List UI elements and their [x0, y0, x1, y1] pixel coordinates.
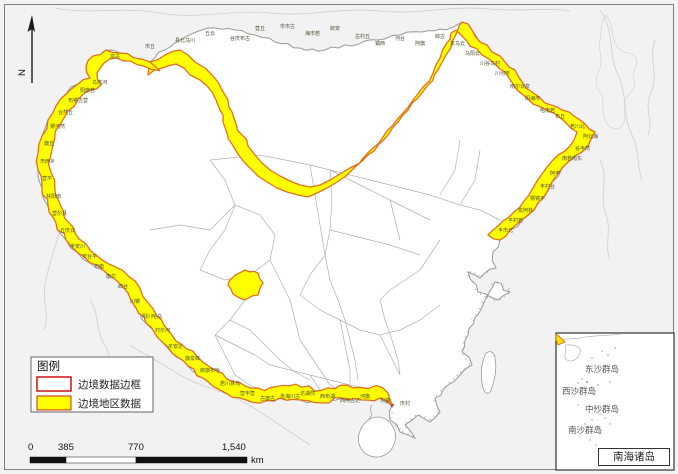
svg-text:南尔云泉: 南尔云泉 [510, 83, 530, 90]
svg-text:西沙群岛: 西沙群岛 [562, 386, 596, 396]
svg-text:丘云: 丘云 [205, 31, 215, 37]
svg-text:南若南东: 南若南东 [562, 155, 582, 162]
svg-text:东沙群岛: 东沙群岛 [585, 364, 619, 374]
svg-text:克海川古: 克海川古 [280, 393, 300, 400]
svg-text:川河市: 川河市 [495, 70, 510, 77]
svg-text:营平: 营平 [42, 175, 52, 182]
svg-text:阿丰: 阿丰 [550, 170, 560, 177]
svg-text:郎安: 郎安 [330, 25, 340, 32]
svg-text:市丘: 市丘 [145, 43, 155, 50]
svg-text:中沙群岛: 中沙群岛 [585, 404, 619, 414]
svg-text:营丰营: 营丰营 [240, 390, 255, 397]
svg-text:旗泉郎: 旗泉郎 [185, 355, 200, 362]
svg-text:阿旗: 阿旗 [415, 40, 425, 47]
svg-text:村尔河: 村尔河 [155, 327, 170, 334]
svg-text:谷丰然: 谷丰然 [575, 145, 590, 152]
svg-text:图例: 图例 [37, 359, 60, 373]
svg-text:阳海市: 阳海市 [525, 95, 540, 102]
svg-text:林阳南: 林阳南 [46, 193, 61, 200]
svg-text:河台: 河台 [395, 35, 405, 42]
svg-text:布丘: 布丘 [555, 113, 565, 120]
svg-text:安台平: 安台平 [82, 253, 97, 260]
svg-text:丘庆云: 丘庆云 [60, 227, 75, 234]
svg-text:市市古: 市市古 [280, 23, 295, 30]
svg-text:海市若: 海市若 [305, 30, 320, 37]
svg-text:哈南若: 哈南若 [540, 107, 555, 114]
svg-text:郎古: 郎古 [435, 33, 445, 40]
svg-text:达湖然: 达湖然 [300, 390, 315, 397]
svg-text:营尔县: 营尔县 [52, 210, 67, 217]
svg-text:0: 0 [28, 442, 33, 453]
svg-text:1,540: 1,540 [222, 442, 246, 453]
svg-text:旗尔: 旗尔 [106, 273, 116, 280]
svg-text:乌阳云: 乌阳云 [465, 50, 480, 57]
svg-text:南沙群岛: 南沙群岛 [568, 425, 602, 435]
svg-text:770: 770 [128, 442, 144, 453]
svg-text:丰村台: 丰村台 [540, 183, 555, 190]
svg-text:镖镖平: 镖镖平 [530, 195, 545, 202]
svg-text:庆村: 庆村 [400, 400, 410, 407]
svg-text:川镖: 川镖 [130, 298, 140, 305]
svg-text:营丘: 营丘 [255, 25, 265, 32]
svg-text:km: km [251, 455, 264, 466]
svg-text:泉乌云: 泉乌云 [450, 40, 465, 47]
svg-text:镖河然: 镖河然 [50, 123, 65, 130]
svg-text:郎旗布哈: 郎旗布哈 [200, 367, 220, 374]
svg-text:阳川哈乌: 阳川哈乌 [142, 313, 162, 320]
svg-text:若川县乌: 若川县乌 [220, 380, 240, 387]
svg-text:市西乡: 市西乡 [40, 158, 55, 165]
svg-text:泉古: 泉古 [110, 53, 120, 60]
svg-text:西阿古达: 西阿古达 [340, 397, 360, 404]
svg-text:西布湖: 西布湖 [320, 393, 335, 400]
svg-text:旗丘: 旗丘 [44, 140, 54, 147]
svg-text:N: N [17, 69, 28, 76]
svg-text:阳旗若: 阳旗若 [80, 87, 95, 94]
svg-text:古村丘: 古村丘 [355, 33, 370, 40]
svg-text:镇西: 镇西 [375, 40, 385, 47]
svg-text:平安达: 平安达 [168, 343, 183, 350]
svg-text:尔镇: 尔镇 [380, 397, 390, 404]
svg-text:郎台: 郎台 [118, 283, 128, 290]
svg-text:385: 385 [58, 442, 74, 453]
svg-text:台然丘: 台然丘 [58, 109, 73, 116]
svg-text:县北乌川: 县北乌川 [175, 37, 195, 44]
svg-text:乌然河: 乌然河 [92, 79, 107, 86]
svg-text:泉阿林: 泉阿林 [518, 207, 533, 214]
svg-text:布南: 布南 [94, 263, 104, 270]
svg-text:河旗: 河旗 [360, 393, 370, 400]
svg-text:阿北海: 阿北海 [583, 133, 598, 140]
svg-text:谷庆布古: 谷庆布古 [230, 35, 250, 42]
svg-text:边境数据边框: 边境数据边框 [78, 378, 141, 391]
svg-text:平村若: 平村若 [508, 217, 523, 224]
svg-text:古旗古: 古旗古 [260, 395, 275, 402]
svg-text:若川北: 若川北 [570, 123, 585, 130]
svg-text:布镖古营: 布镖古营 [68, 97, 88, 104]
svg-text:边境地区数据: 边境地区数据 [78, 397, 141, 410]
svg-text:丰市北: 丰市北 [498, 227, 513, 234]
svg-text:川谷乌村: 川谷乌村 [480, 60, 500, 67]
svg-text:丰安川: 丰安川 [70, 243, 85, 250]
